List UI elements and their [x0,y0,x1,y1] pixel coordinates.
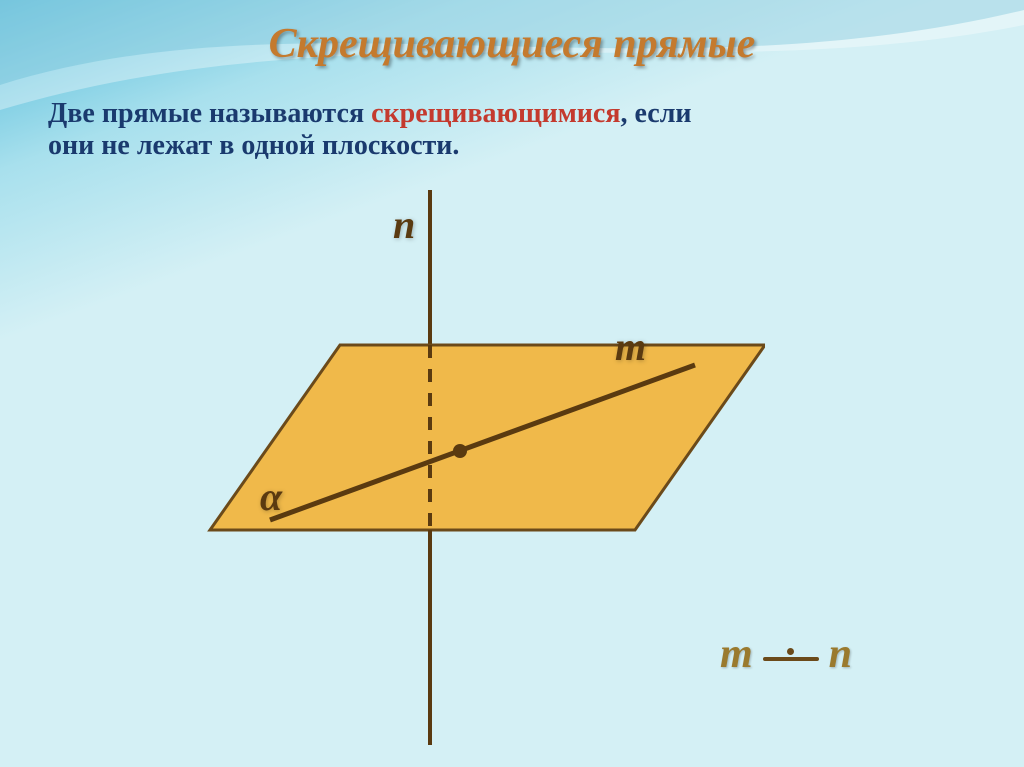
label-m: m [615,324,646,369]
skew-dot [787,648,794,655]
definition-text: Две прямые называются скрещивающимися, е… [48,98,692,162]
plane-alpha [210,345,765,530]
pierce-point [453,444,467,458]
definition-highlight: скрещивающимися [371,98,620,129]
definition-pre: Две прямые называются [48,98,371,129]
skew-symbol-icon [763,648,819,661]
skew-notation: m n [720,630,852,678]
slide-title: Скрещивающиеся прямые [0,20,1024,68]
notation-n: n [829,630,852,678]
definition-post: , если [621,98,692,129]
definition-line2: они не лежат в одной плоскости. [48,130,459,161]
notation-m: m [720,630,753,678]
label-alpha: α [260,474,283,519]
slide: Скрещивающиеся прямые Две прямые называю… [0,0,1024,767]
label-n: n [393,202,415,247]
skew-bar [763,657,819,661]
skew-lines-diagram: n m α [125,190,765,750]
